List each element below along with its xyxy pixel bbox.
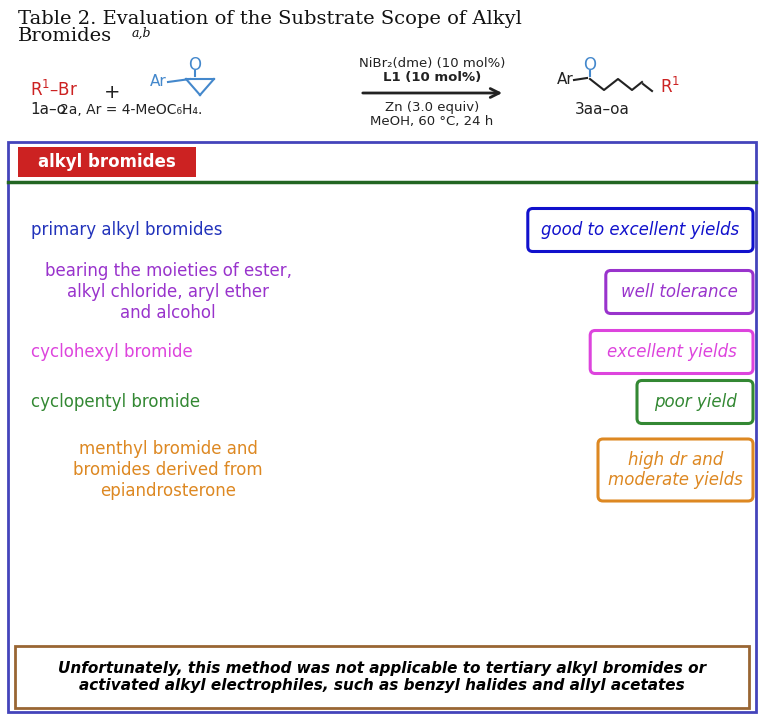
Text: R$^1$: R$^1$ xyxy=(660,77,680,97)
Text: NiBr₂(dme) (10 mol%): NiBr₂(dme) (10 mol%) xyxy=(359,56,505,70)
Text: O: O xyxy=(584,56,597,74)
Text: cyclohexyl bromide: cyclohexyl bromide xyxy=(31,343,193,361)
Text: bearing the moieties of ester,
alkyl chloride, aryl ether
and alcohol: bearing the moieties of ester, alkyl chl… xyxy=(44,262,292,322)
FancyBboxPatch shape xyxy=(637,380,753,423)
Text: R$^1$–Br: R$^1$–Br xyxy=(30,80,78,100)
Text: O: O xyxy=(189,56,202,74)
Text: Bromides: Bromides xyxy=(18,27,112,45)
Text: good to excellent yields: good to excellent yields xyxy=(542,221,740,239)
FancyBboxPatch shape xyxy=(598,439,753,501)
Text: +: + xyxy=(104,84,120,102)
Text: 1a–o: 1a–o xyxy=(30,102,66,117)
Text: 3aa–oa: 3aa–oa xyxy=(575,102,630,117)
Text: Unfortunately, this method was not applicable to tertiary alkyl bromides or
acti: Unfortunately, this method was not appli… xyxy=(58,661,706,693)
Text: excellent yields: excellent yields xyxy=(607,343,736,361)
FancyBboxPatch shape xyxy=(606,271,753,313)
Text: L1 (10 mol%): L1 (10 mol%) xyxy=(383,71,481,84)
FancyBboxPatch shape xyxy=(15,646,749,708)
FancyBboxPatch shape xyxy=(591,330,753,374)
Text: high dr and
moderate yields: high dr and moderate yields xyxy=(608,451,743,490)
Text: alkyl bromides: alkyl bromides xyxy=(38,153,176,171)
Text: primary alkyl bromides: primary alkyl bromides xyxy=(31,221,222,239)
FancyBboxPatch shape xyxy=(528,209,753,251)
Text: menthyl bromide and
bromides derived from
epiandrosterone: menthyl bromide and bromides derived fro… xyxy=(73,440,263,500)
Text: MeOH, 60 °C, 24 h: MeOH, 60 °C, 24 h xyxy=(371,115,494,128)
Text: poor yield: poor yield xyxy=(654,393,736,411)
Text: Zn (3.0 equiv): Zn (3.0 equiv) xyxy=(385,102,479,114)
Text: Table 2. Evaluation of the Substrate Scope of Alkyl: Table 2. Evaluation of the Substrate Sco… xyxy=(18,10,522,28)
Text: a,b: a,b xyxy=(132,27,151,40)
Text: Ar: Ar xyxy=(150,74,167,89)
Text: cyclopentyl bromide: cyclopentyl bromide xyxy=(31,393,199,411)
FancyBboxPatch shape xyxy=(18,147,196,177)
Text: Ar: Ar xyxy=(557,73,573,88)
Text: well tolerance: well tolerance xyxy=(621,283,738,301)
FancyBboxPatch shape xyxy=(8,142,756,712)
Text: 2a, Ar = 4-MeOC₆H₄.: 2a, Ar = 4-MeOC₆H₄. xyxy=(60,103,202,117)
